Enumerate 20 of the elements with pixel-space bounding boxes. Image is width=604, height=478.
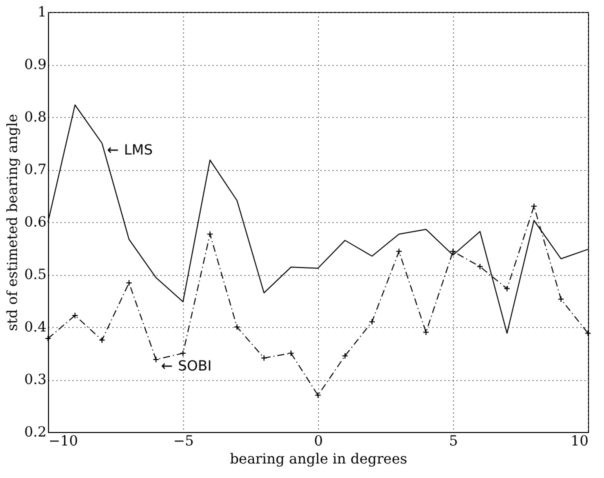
y-tick-label: 0.9 bbox=[24, 57, 46, 73]
x-tick-label: 10 bbox=[570, 434, 588, 450]
y-tick-label: 0.2 bbox=[24, 424, 46, 440]
x-axis-title: bearing angle in degrees bbox=[230, 452, 408, 468]
annotation: ← bbox=[107, 142, 119, 158]
series-label: LMS bbox=[124, 142, 153, 158]
x-tick-label: −5 bbox=[173, 434, 194, 450]
x-tick-label: −10 bbox=[48, 434, 78, 450]
x-tick-label: 5 bbox=[449, 434, 458, 450]
y-tick-label: 0.8 bbox=[24, 110, 46, 126]
y-tick-label: 0.6 bbox=[24, 214, 47, 230]
y-tick-label: 0.7 bbox=[24, 162, 46, 178]
series-label: SOBI bbox=[178, 358, 212, 375]
x-tick-label: 0 bbox=[314, 434, 323, 450]
y-tick-label: 0.4 bbox=[24, 320, 47, 336]
annotation: ← bbox=[161, 358, 173, 375]
y-tick-label: 0.3 bbox=[24, 372, 46, 388]
y-tick-label: 0.5 bbox=[24, 267, 46, 283]
y-tick-label: 1 bbox=[38, 4, 46, 20]
y-axis-title: std of estimeted bearing angle bbox=[5, 114, 22, 332]
